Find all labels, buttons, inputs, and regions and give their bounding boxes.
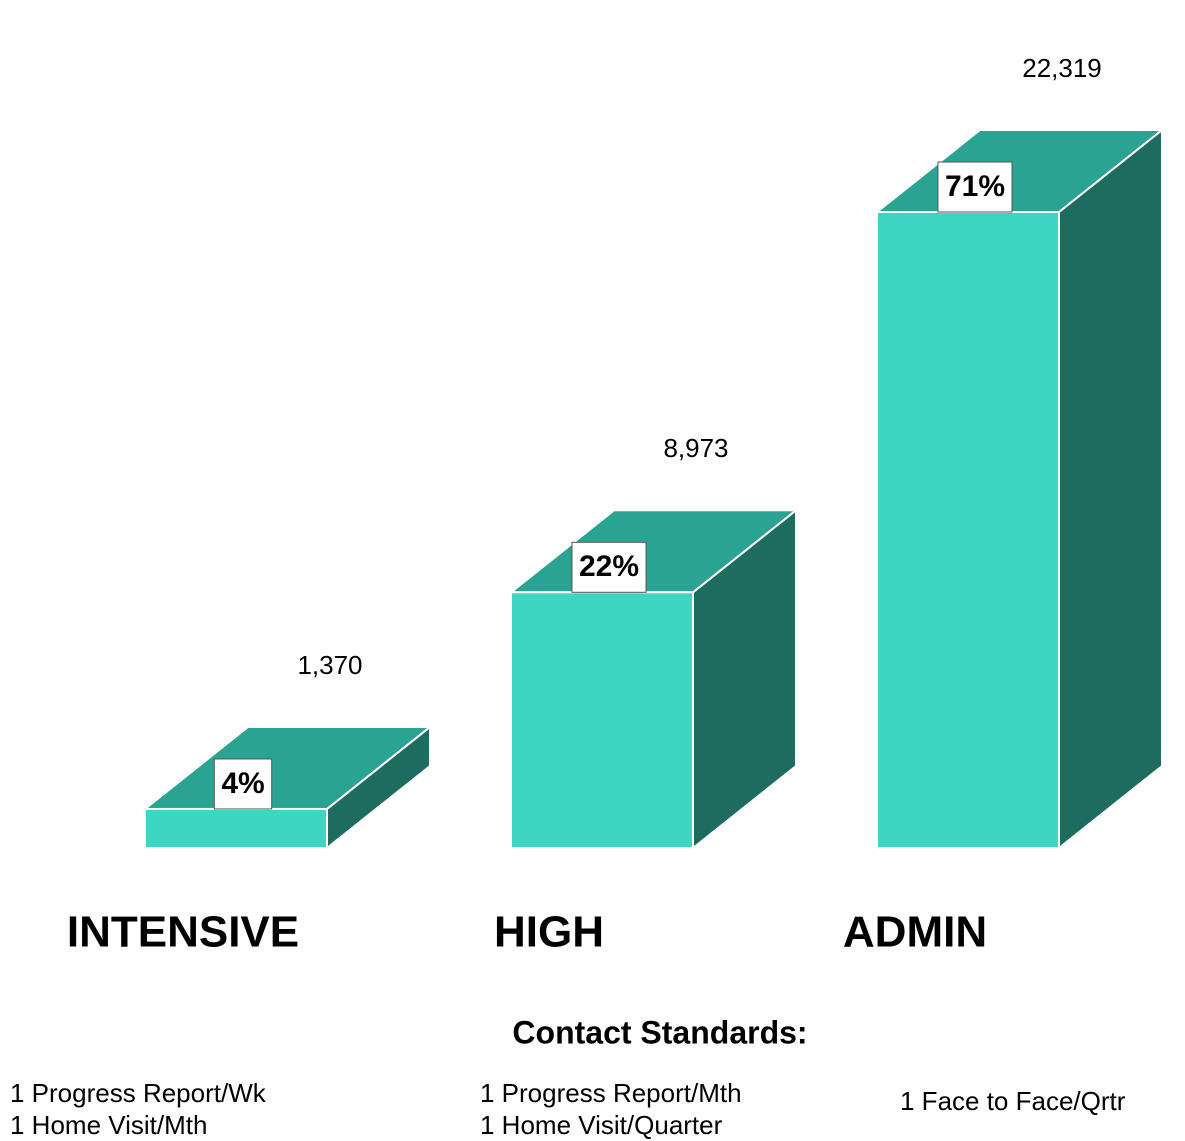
percent-box	[937, 161, 1013, 213]
percent-label: 71%	[945, 170, 1005, 203]
bar-side	[1058, 127, 1163, 851]
standard-item: 1 Home Visit/Mth	[10, 1110, 207, 1140]
category-label: HIGH	[494, 908, 604, 957]
percent-label: 4%	[221, 767, 264, 800]
percent-box	[213, 758, 273, 810]
standard-item: 1 Face to Face/Qrtr	[900, 1086, 1126, 1116]
bar-front	[876, 211, 1060, 849]
bar-front	[144, 807, 328, 850]
category-label: INTENSIVE	[67, 908, 299, 957]
value-label: 22,319	[1022, 53, 1102, 83]
value-label: 1,370	[297, 650, 362, 680]
standard-item: 1 Progress Report/Mth	[480, 1078, 742, 1108]
percent-box	[571, 541, 647, 593]
standard-item: 1 Progress Report/Wk	[10, 1078, 267, 1108]
standard-item: 1 Home Visit/Quarter	[480, 1110, 723, 1140]
percent-label: 22%	[579, 550, 639, 583]
bar-front	[510, 591, 694, 849]
category-label: ADMIN	[843, 908, 987, 957]
footer-title: Contact Standards:	[512, 1014, 807, 1050]
value-label: 8,973	[663, 433, 728, 463]
